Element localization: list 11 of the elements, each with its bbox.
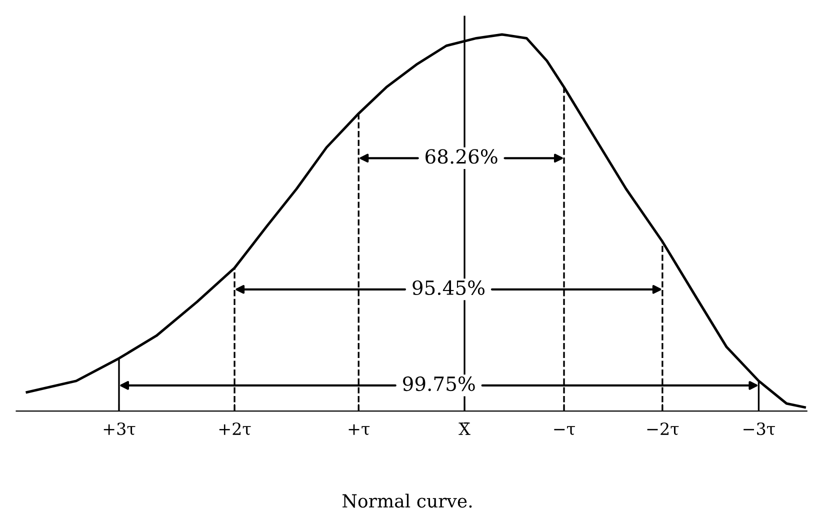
x-tick-label: X̄	[458, 422, 470, 435]
x-tick-label: +τ	[348, 424, 370, 435]
x-tick-label: −2τ	[647, 422, 679, 435]
text: Normal curve.	[342, 494, 472, 508]
x-tick-label: −τ	[554, 426, 575, 435]
x-tick-label: −3τ	[744, 422, 775, 436]
annotation: 99.75%	[403, 376, 475, 392]
x-tick-label: +3τ	[104, 422, 136, 436]
x-tick-label: +2τ	[219, 422, 251, 435]
annotation: 95.45%	[412, 280, 484, 296]
annotation: 68.26%	[426, 149, 498, 164]
